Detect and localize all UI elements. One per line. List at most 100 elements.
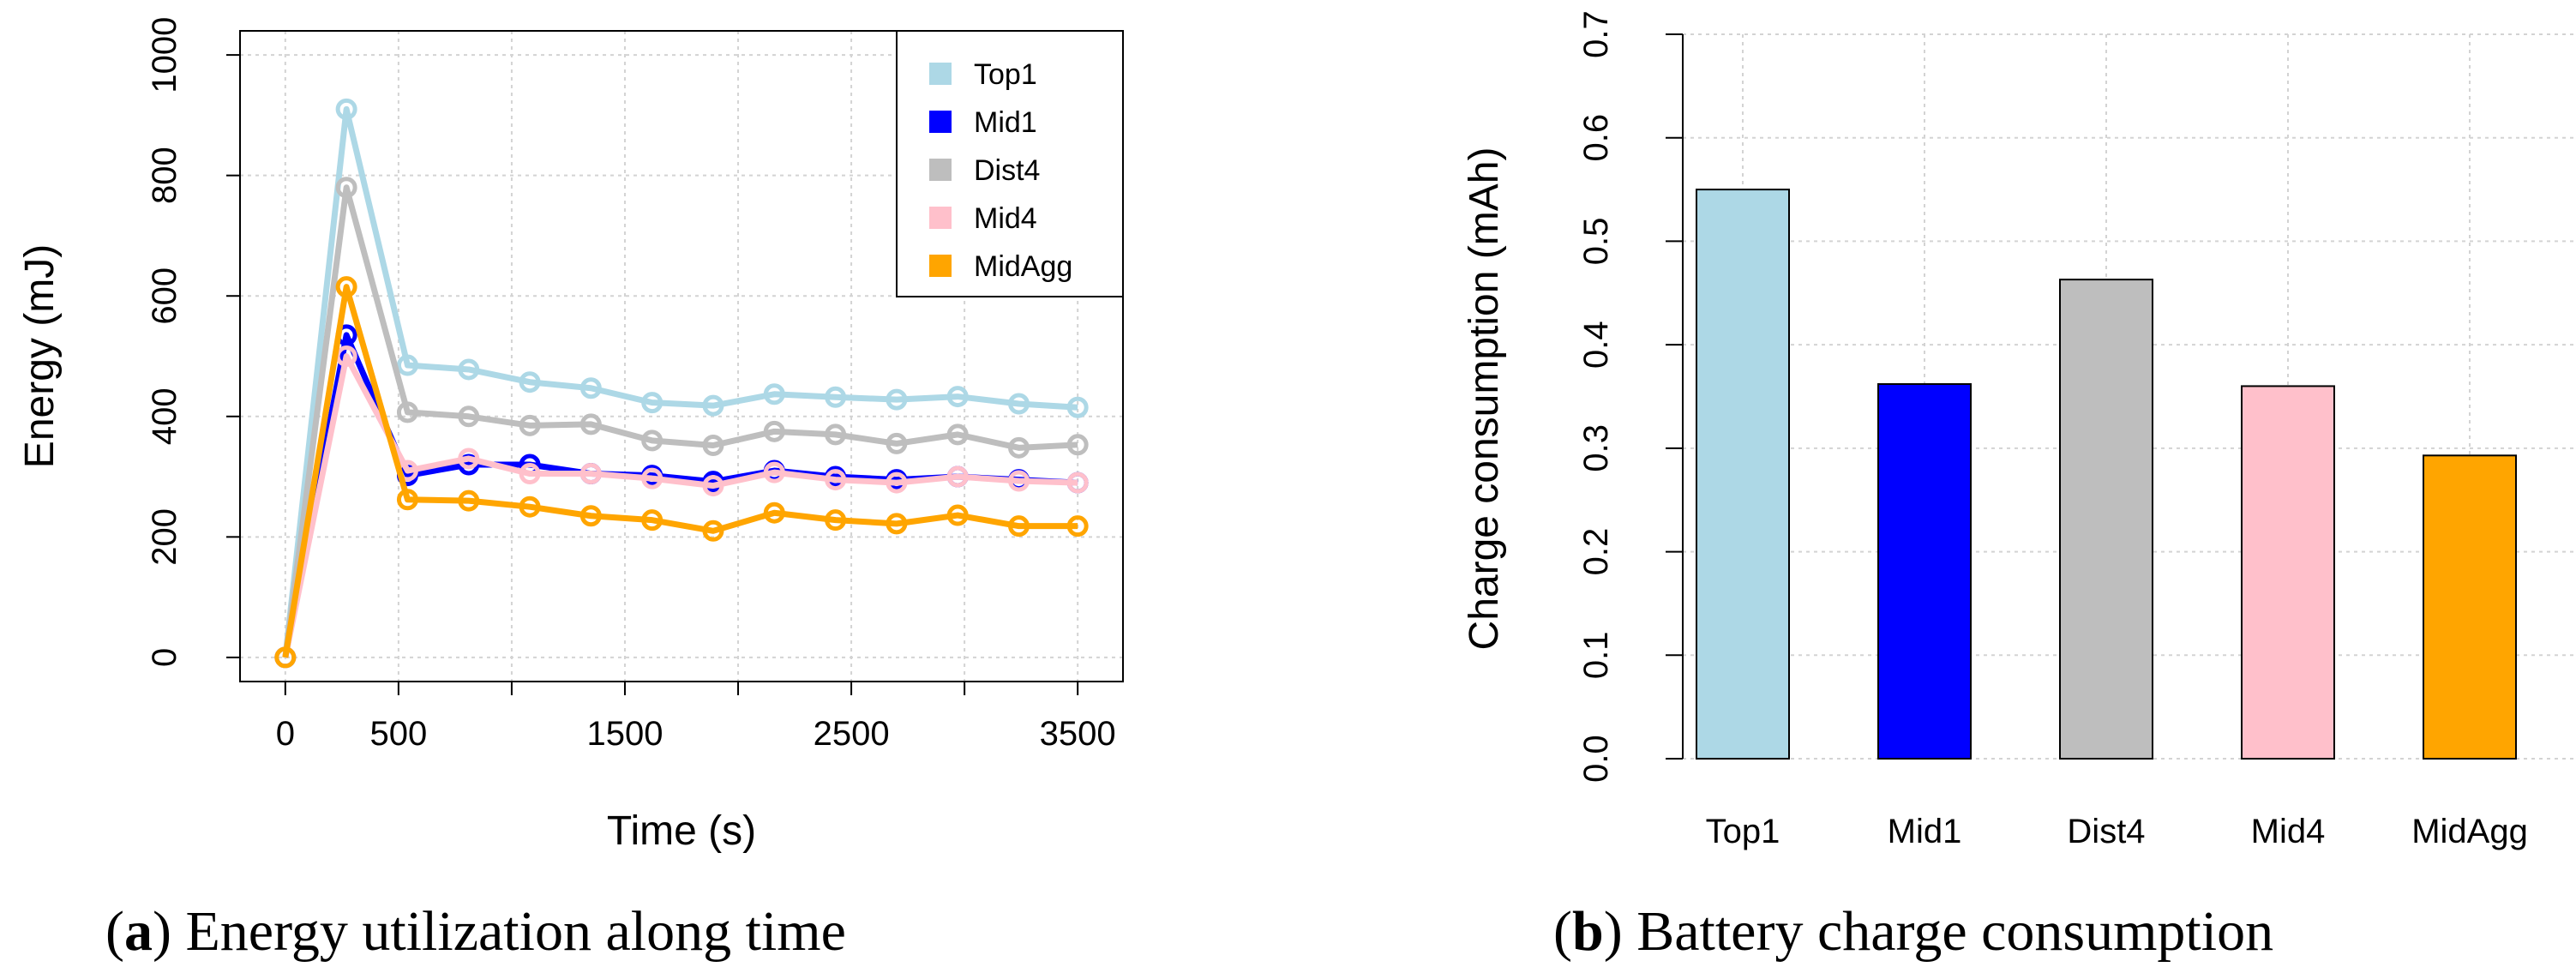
data-point-dist4 [1066, 434, 1089, 456]
bar-top1 [1696, 189, 1790, 760]
y-tick-label: 0.1 [1577, 631, 1615, 679]
caption-b: (b) Battery charge consumption [1553, 900, 2273, 963]
x-tick-label: 500 [369, 715, 427, 753]
y-tick-label: 0.3 [1577, 424, 1615, 472]
caption-a: (a) Energy utilization along time [105, 900, 846, 963]
data-point-mid4 [763, 461, 785, 483]
legend-label-midagg: MidAgg [974, 250, 1072, 283]
caption-a-text: Energy utilization along time [171, 900, 846, 963]
x-axis-label: Time (s) [607, 808, 756, 854]
data-point-dist4 [396, 401, 418, 423]
data-point-dist4 [458, 405, 480, 428]
data-point-mid4 [1008, 470, 1030, 492]
data-point-dist4 [825, 423, 847, 446]
bar-chart-charge: 0.0 0.1 0.2 0.3 0.4 0.5 0.6 0.7 Charge consumpti… [1462, 10, 2576, 850]
legend-label-top1: Top1 [974, 58, 1037, 91]
data-point-top1 [579, 377, 602, 399]
x-tick-label: 2500 [814, 715, 890, 753]
y-tick-label: 0 [146, 648, 183, 667]
legend-swatch-mid4 [929, 207, 952, 229]
data-point-mid4 [519, 463, 541, 485]
data-point-dist4 [886, 432, 908, 454]
data-point-midagg [274, 646, 297, 669]
x-category-label: MidAgg [2411, 813, 2528, 850]
y-tick-label: 0.2 [1577, 528, 1615, 576]
data-point-mid4 [946, 465, 969, 488]
data-point-dist4 [335, 177, 357, 199]
caption-a-letter: a [124, 900, 153, 963]
legend-label-dist4: Dist4 [974, 154, 1040, 187]
y-tick-label: 0.7 [1577, 10, 1615, 58]
data-point-midagg [335, 276, 357, 298]
bar-mid1 [1877, 383, 1972, 760]
x-tick-label: 0 [276, 715, 295, 753]
data-point-midagg [1066, 515, 1089, 538]
caption-b-letter: b [1572, 900, 1604, 963]
legend-label-mid4: Mid4 [974, 202, 1037, 235]
y-tick-label: 600 [146, 267, 183, 325]
y-axis-label: Energy (mJ) [17, 244, 63, 468]
legend-swatch-dist4 [929, 159, 952, 181]
y-tick-label: 800 [146, 147, 183, 204]
legend-swatch-midagg [929, 255, 952, 277]
y-tick-label: 0.5 [1577, 218, 1615, 266]
y-axis-label: Charge consumption (mAh) [1462, 147, 1507, 651]
data-point-midagg [702, 520, 724, 542]
data-point-top1 [1066, 396, 1089, 418]
x-tick-label: 1500 [586, 715, 663, 753]
data-point-dist4 [641, 429, 664, 452]
data-point-top1 [519, 371, 541, 393]
data-point-midagg [396, 489, 418, 511]
line-chart-energy: 0 500 1500 2500 3500 0 200 400 600 800 1000 Time (s… [17, 17, 1124, 854]
bar-mid4 [2241, 385, 2335, 760]
caption-b-text: Battery charge consumption [1623, 900, 2273, 963]
data-point-dist4 [763, 420, 785, 442]
data-point-dist4 [702, 435, 724, 457]
data-point-mid4 [458, 447, 480, 470]
data-point-top1 [763, 383, 785, 405]
plot-frame [239, 30, 1124, 682]
data-point-top1 [458, 358, 480, 381]
y-tick-label: 0.0 [1577, 735, 1615, 783]
legend-swatch-top1 [929, 63, 952, 85]
y-tick-label: 0.4 [1577, 321, 1615, 369]
y-tick-label: 0.6 [1577, 114, 1615, 162]
data-point-midagg [1008, 515, 1030, 538]
data-point-mid4 [702, 475, 724, 497]
data-point-top1 [396, 354, 418, 376]
data-point-midagg [946, 504, 969, 526]
data-point-top1 [946, 386, 969, 408]
data-point-midagg [763, 502, 785, 524]
data-point-mid4 [825, 469, 847, 491]
data-point-dist4 [1008, 436, 1030, 459]
x-category-label: Mid4 [2251, 813, 2326, 850]
y-tick-label: 200 [146, 508, 183, 566]
legend-swatch-mid1 [929, 111, 952, 133]
data-point-dist4 [579, 413, 602, 435]
x-category-label: Top1 [1706, 813, 1780, 850]
data-point-mid4 [1066, 471, 1089, 494]
data-point-top1 [335, 98, 357, 120]
legend-label-mid1: Mid1 [974, 106, 1037, 139]
data-point-dist4 [519, 414, 541, 436]
data-point-midagg [579, 505, 602, 527]
data-point-top1 [702, 394, 724, 417]
data-point-midagg [458, 490, 480, 512]
data-point-top1 [1008, 393, 1030, 415]
data-point-mid4 [641, 467, 664, 490]
x-category-label: Dist4 [2067, 813, 2145, 850]
data-point-midagg [519, 496, 541, 518]
x-category-label: Mid1 [1888, 813, 1962, 850]
data-point-mid4 [886, 471, 908, 494]
bar-dist4 [2059, 279, 2153, 760]
data-point-midagg [641, 509, 664, 532]
x-tick-label: 3500 [1040, 715, 1116, 753]
data-point-dist4 [946, 423, 969, 446]
data-point-top1 [641, 392, 664, 414]
data-point-midagg [886, 513, 908, 535]
y-tick-label: 400 [146, 387, 183, 445]
data-point-midagg [825, 509, 847, 532]
data-point-mid4 [579, 463, 602, 485]
y-tick-label: 1000 [146, 17, 183, 93]
